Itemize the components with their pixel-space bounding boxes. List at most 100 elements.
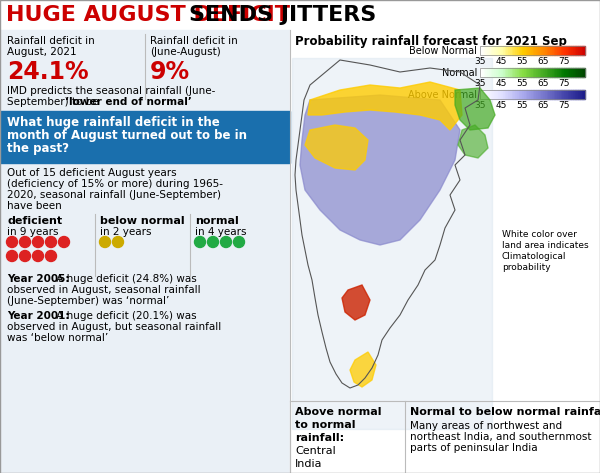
Bar — [569, 68, 571, 77]
Bar — [568, 46, 569, 55]
Bar — [578, 68, 580, 77]
Text: deficient: deficient — [7, 216, 62, 226]
Bar — [506, 68, 508, 77]
Bar — [520, 46, 522, 55]
Bar — [526, 68, 527, 77]
Bar — [487, 90, 489, 99]
Bar — [569, 46, 571, 55]
Bar — [290, 30, 600, 473]
Circle shape — [32, 251, 44, 262]
Bar — [548, 68, 550, 77]
Text: normal: normal — [195, 216, 239, 226]
Polygon shape — [455, 88, 495, 130]
Bar — [541, 46, 543, 55]
Bar — [575, 68, 576, 77]
Bar — [480, 90, 482, 99]
Text: parts of peninsular India: parts of peninsular India — [410, 443, 538, 453]
Bar — [513, 46, 515, 55]
Bar — [576, 68, 578, 77]
Bar — [559, 46, 560, 55]
Bar — [529, 46, 531, 55]
Bar — [511, 46, 513, 55]
Bar — [508, 46, 510, 55]
Bar — [485, 90, 487, 99]
Bar — [576, 46, 578, 55]
Circle shape — [194, 236, 205, 247]
Bar — [568, 90, 569, 99]
Text: 35: 35 — [474, 79, 486, 88]
Text: the past?: the past? — [7, 142, 69, 155]
Polygon shape — [305, 125, 368, 170]
Bar — [543, 90, 545, 99]
Text: (June-September) was ‘normal’: (June-September) was ‘normal’ — [7, 296, 169, 306]
Text: Climatological: Climatological — [502, 252, 566, 261]
Bar — [494, 90, 496, 99]
Bar — [581, 46, 583, 55]
Polygon shape — [300, 95, 460, 245]
Bar — [491, 68, 492, 77]
Bar — [518, 68, 520, 77]
Bar — [534, 46, 536, 55]
Bar — [505, 68, 506, 77]
Bar — [548, 90, 550, 99]
Bar — [494, 68, 496, 77]
Bar — [0, 30, 290, 473]
Bar — [505, 46, 506, 55]
Bar — [543, 46, 545, 55]
Bar — [506, 46, 508, 55]
Circle shape — [7, 251, 17, 262]
Bar — [536, 46, 538, 55]
Bar — [494, 46, 496, 55]
Text: Probability rainfall forecast for 2021 Sep: Probability rainfall forecast for 2021 S… — [295, 35, 567, 48]
Bar — [527, 90, 529, 99]
Circle shape — [59, 236, 70, 247]
Bar — [480, 46, 585, 55]
Bar — [489, 68, 491, 77]
Text: 45: 45 — [496, 57, 506, 66]
Bar — [533, 68, 534, 77]
Bar — [550, 90, 552, 99]
Bar — [501, 90, 503, 99]
Polygon shape — [308, 82, 462, 130]
Bar — [485, 68, 487, 77]
Bar — [576, 90, 578, 99]
Bar — [562, 46, 564, 55]
Text: A huge deficit (20.1%) was: A huge deficit (20.1%) was — [53, 311, 197, 321]
Bar — [522, 46, 524, 55]
Text: India: India — [295, 459, 323, 469]
Bar — [566, 46, 568, 55]
Text: White color over: White color over — [502, 230, 577, 239]
Text: 75: 75 — [558, 79, 570, 88]
Bar — [517, 46, 518, 55]
Bar — [499, 46, 501, 55]
Bar — [517, 90, 518, 99]
Bar — [539, 90, 541, 99]
Text: rainfall:: rainfall: — [295, 433, 344, 443]
Bar — [562, 90, 564, 99]
Text: 55: 55 — [516, 79, 528, 88]
Bar — [545, 68, 547, 77]
Bar — [524, 90, 526, 99]
Bar — [511, 90, 513, 99]
Circle shape — [46, 251, 56, 262]
Circle shape — [19, 236, 31, 247]
Bar — [518, 46, 520, 55]
Bar — [552, 90, 554, 99]
Bar — [580, 46, 581, 55]
Bar — [292, 58, 492, 429]
Bar — [492, 68, 494, 77]
Text: was ‘below normal’: was ‘below normal’ — [7, 333, 108, 343]
Bar — [491, 90, 492, 99]
Bar — [515, 68, 517, 77]
Text: northeast India, and southernmost: northeast India, and southernmost — [410, 432, 592, 442]
Text: Rainfall deficit in: Rainfall deficit in — [7, 36, 95, 46]
Text: Normal: Normal — [442, 68, 477, 78]
Bar — [581, 68, 583, 77]
Circle shape — [19, 251, 31, 262]
Polygon shape — [350, 352, 376, 387]
Bar — [560, 68, 562, 77]
Bar — [522, 68, 524, 77]
Bar — [522, 90, 524, 99]
Bar — [527, 46, 529, 55]
Text: Many areas of northwest and: Many areas of northwest and — [410, 421, 562, 431]
